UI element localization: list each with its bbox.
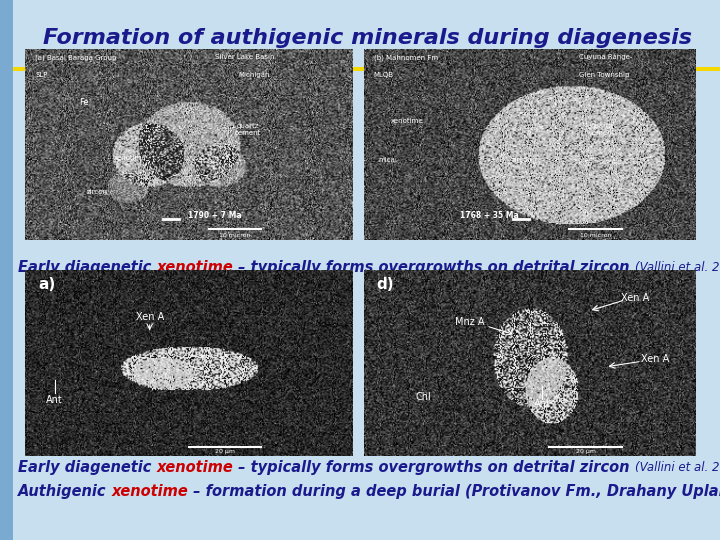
Text: (b) Mahnomen Fm: (b) Mahnomen Fm	[374, 55, 438, 61]
Text: 20 μm: 20 μm	[575, 449, 595, 455]
Text: xenotime: xenotime	[156, 260, 233, 275]
Text: Fe: Fe	[79, 98, 89, 107]
Text: SLP: SLP	[35, 72, 48, 78]
Text: – formation during a deep burial (Protivanov Fm., Drahany Upland): – formation during a deep burial (Protiv…	[189, 484, 720, 499]
Text: 10 micron: 10 micron	[219, 233, 251, 238]
Text: quartz
cement: quartz cement	[589, 123, 616, 136]
Text: Glen Township: Glen Township	[579, 72, 629, 78]
Text: xenotime: xenotime	[390, 118, 423, 124]
Text: zircon: zircon	[512, 157, 533, 163]
FancyBboxPatch shape	[0, 0, 13, 540]
Text: 20 μm: 20 μm	[215, 449, 235, 455]
Text: mica: mica	[378, 157, 395, 163]
Text: 1768 + 35 Ma: 1768 + 35 Ma	[460, 211, 519, 220]
Text: zircon: zircon	[87, 190, 108, 195]
Text: d): d)	[377, 278, 395, 293]
Text: xenotime: xenotime	[156, 460, 233, 475]
Text: (Vallini et al. 2007): (Vallini et al. 2007)	[635, 461, 720, 474]
Text: quartz
cement: quartz cement	[235, 123, 261, 136]
Text: (a) Basal Baraga Group: (a) Basal Baraga Group	[35, 55, 117, 61]
Text: MLQB: MLQB	[374, 72, 394, 78]
Text: (Vallini et al. 2007): (Vallini et al. 2007)	[635, 261, 720, 274]
Text: 1790 + 7 Ma: 1790 + 7 Ma	[189, 211, 242, 220]
Text: Authigenic: Authigenic	[18, 484, 112, 499]
Text: 10 micron: 10 micron	[580, 233, 611, 238]
Text: Early diagenetic: Early diagenetic	[18, 260, 156, 275]
Text: Chl: Chl	[415, 392, 431, 402]
Text: – typically forms overgrowths on detrital zircon: – typically forms overgrowths on detrita…	[233, 460, 635, 475]
Text: Xen A: Xen A	[641, 354, 669, 364]
Text: Mnz A: Mnz A	[455, 317, 485, 327]
Text: xenotime: xenotime	[112, 484, 189, 499]
Text: Ant: Ant	[534, 399, 551, 409]
Text: Michigan: Michigan	[238, 72, 270, 78]
Text: Xen A: Xen A	[135, 312, 164, 322]
Text: Cuyuna Range-: Cuyuna Range-	[579, 55, 632, 60]
Text: a): a)	[38, 278, 55, 293]
Text: xenotime: xenotime	[114, 155, 146, 161]
Text: Formation of authigenic minerals during diagenesis: Formation of authigenic minerals during …	[42, 28, 692, 48]
Text: Xen A: Xen A	[621, 293, 649, 303]
Text: – typically forms overgrowths on detrital zircon: – typically forms overgrowths on detrita…	[233, 260, 635, 275]
Text: Early diagenetic: Early diagenetic	[18, 460, 156, 475]
FancyBboxPatch shape	[13, 67, 720, 71]
Text: Ant: Ant	[46, 395, 63, 406]
Text: Silver Lake Basin: Silver Lake Basin	[215, 55, 275, 60]
